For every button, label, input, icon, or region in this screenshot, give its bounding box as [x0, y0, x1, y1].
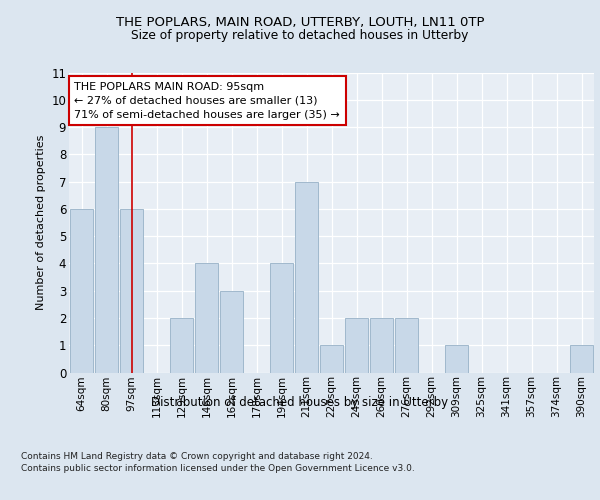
Bar: [370, 318, 393, 372]
Bar: [70, 209, 93, 372]
Bar: [445, 345, 468, 372]
Bar: [345, 318, 368, 372]
Bar: [195, 264, 218, 372]
Text: Contains HM Land Registry data © Crown copyright and database right 2024.
Contai: Contains HM Land Registry data © Crown c…: [21, 452, 415, 473]
Text: Size of property relative to detached houses in Utterby: Size of property relative to detached ho…: [131, 30, 469, 43]
Bar: [220, 290, 243, 372]
Bar: [120, 209, 143, 372]
Text: Distribution of detached houses by size in Utterby: Distribution of detached houses by size …: [151, 396, 449, 409]
Text: THE POPLARS MAIN ROAD: 95sqm
← 27% of detached houses are smaller (13)
71% of se: THE POPLARS MAIN ROAD: 95sqm ← 27% of de…: [74, 82, 340, 120]
Bar: [270, 264, 293, 372]
Bar: [320, 345, 343, 372]
Y-axis label: Number of detached properties: Number of detached properties: [35, 135, 46, 310]
Bar: [170, 318, 193, 372]
Bar: [295, 182, 318, 372]
Text: THE POPLARS, MAIN ROAD, UTTERBY, LOUTH, LN11 0TP: THE POPLARS, MAIN ROAD, UTTERBY, LOUTH, …: [116, 16, 484, 29]
Bar: [95, 127, 118, 372]
Bar: [570, 345, 593, 372]
Bar: [395, 318, 418, 372]
